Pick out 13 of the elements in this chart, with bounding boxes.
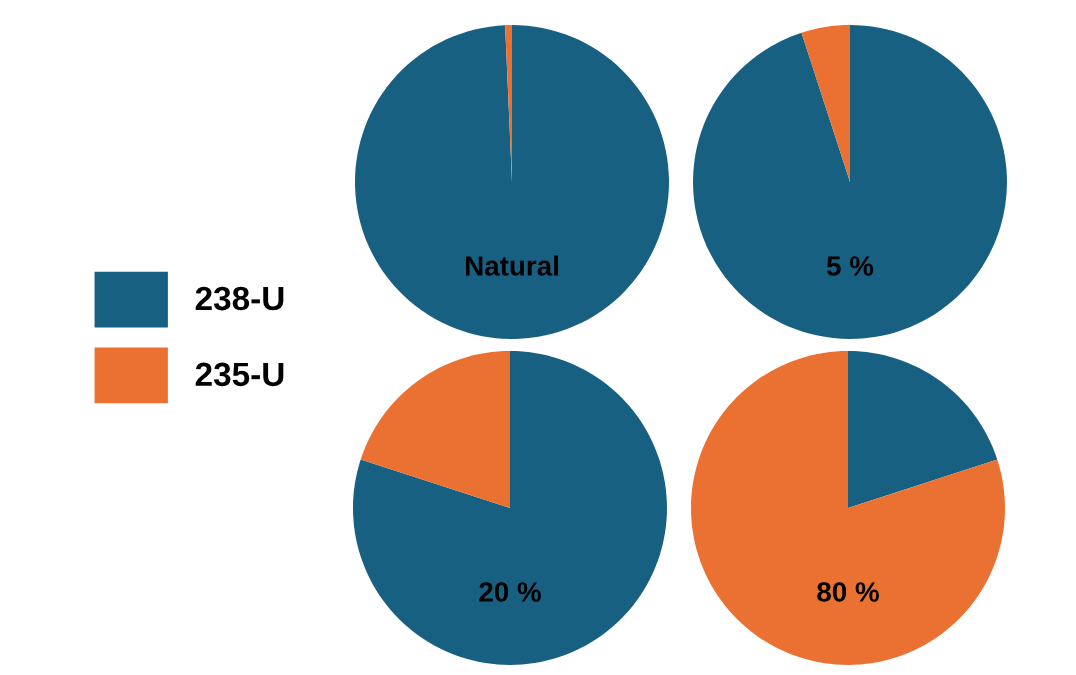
pie-slice: [693, 25, 1007, 339]
pie-slice: [353, 351, 667, 665]
legend-label: 238-U: [195, 286, 284, 311]
text: Natural: [466, 255, 558, 276]
pie-slice: [355, 25, 669, 339]
pie-slice: [691, 351, 1005, 665]
pie-slice: [360, 351, 510, 508]
pie-slice: [848, 351, 998, 508]
legend-label: 235-U: [195, 362, 284, 387]
text: 80 %: [817, 582, 879, 602]
text: 20 %: [479, 582, 541, 602]
pie-slice: [801, 25, 850, 182]
text: 5 %: [826, 256, 874, 276]
